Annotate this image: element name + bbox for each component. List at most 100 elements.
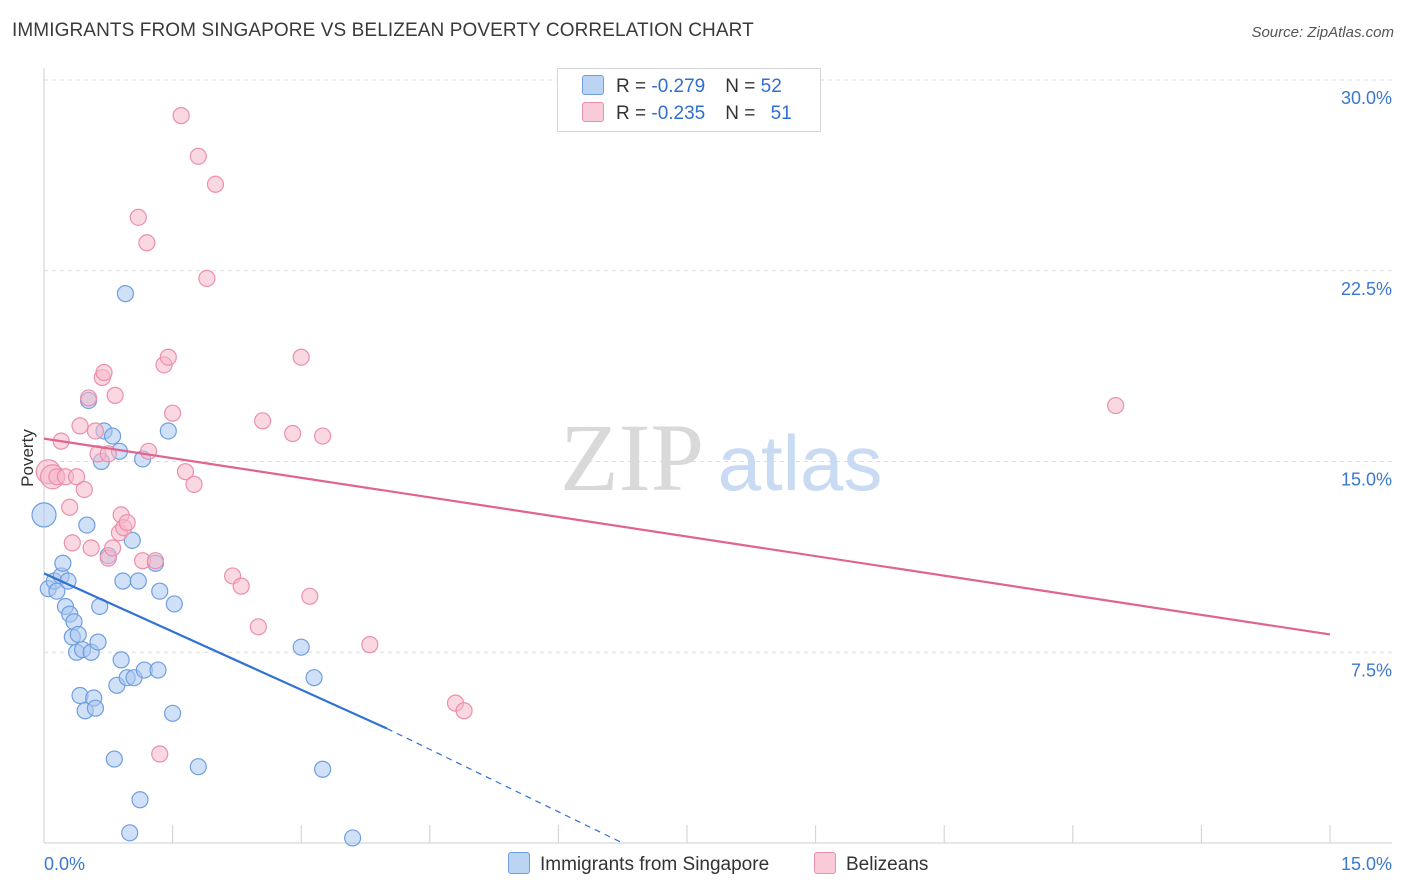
blue-point — [89, 633, 107, 651]
legend-item-belizeans: Belizeans — [814, 852, 928, 876]
watermark-zip: ZIP — [560, 404, 704, 511]
blue-point — [292, 638, 310, 656]
pink-point — [61, 498, 79, 516]
legend-label: Belizeans — [846, 854, 929, 875]
legend-label: Immigrants from Singapore — [540, 854, 770, 875]
pink-point — [71, 417, 89, 435]
tick-labels: 7.5% 15.0% 22.5% 30.0% 0.0% 15.0% — [44, 88, 1392, 874]
pink-point — [106, 386, 124, 404]
x-tick-label: 0.0% — [44, 854, 85, 874]
pink-swatch — [582, 102, 604, 122]
legend-item-singapore: Immigrants from Singapore — [508, 852, 769, 876]
blue-point — [116, 285, 135, 303]
pink-point — [189, 147, 207, 165]
blue-point — [121, 824, 139, 842]
r-label: R = — [616, 103, 652, 124]
pink-point — [254, 412, 272, 430]
pink-point — [292, 348, 310, 366]
n-value: 52 — [760, 76, 782, 97]
blue-point — [151, 582, 169, 600]
pink-point — [129, 208, 147, 226]
x-tick-label: 15.0% — [1341, 854, 1392, 874]
pink-point — [361, 636, 379, 654]
pink-point — [67, 468, 86, 486]
n-value: 51 — [770, 103, 792, 124]
watermark-atlas: atlas — [718, 419, 883, 507]
blue-point — [305, 669, 323, 687]
watermark: ZIP atlas — [560, 404, 882, 511]
pink-point — [249, 618, 267, 636]
y-tick-label: 7.5% — [1351, 660, 1392, 680]
data-points — [31, 107, 1125, 847]
n-label: N = — [725, 76, 761, 97]
blue-point — [78, 516, 96, 534]
blue-swatch — [582, 75, 604, 95]
pink-point — [75, 480, 93, 499]
blue-point — [344, 829, 362, 847]
pink-point — [82, 539, 100, 557]
chart-title: IMMIGRANTS FROM SINGAPORE VS BELIZEAN PO… — [12, 20, 754, 41]
pink-point — [164, 404, 182, 422]
pink-point — [185, 475, 203, 493]
pink-trend-line — [43, 437, 1331, 636]
correlation-legend: R = -0.279 N = 52 R = -0.235 N = 51 — [557, 68, 821, 132]
pink-point — [232, 577, 250, 595]
blue-point — [114, 572, 132, 590]
pink-point — [1107, 396, 1125, 415]
source-label: Source: ZipAtlas.com — [1251, 24, 1394, 41]
pink-point — [284, 424, 302, 443]
blue-point — [165, 595, 183, 613]
pink-swatch — [814, 852, 836, 874]
blue-point — [54, 554, 72, 572]
blue-trend-line — [43, 572, 388, 730]
blue-point — [149, 661, 167, 679]
y-tick-label: 30.0% — [1341, 88, 1392, 108]
pink-point — [301, 587, 319, 605]
pink-point — [314, 427, 332, 445]
blue-point — [86, 699, 105, 717]
pink-point — [118, 513, 136, 532]
blue-point — [105, 750, 123, 768]
blue-point — [112, 651, 130, 669]
pink-point — [95, 363, 113, 382]
axes — [43, 68, 1392, 844]
blue-swatch — [508, 852, 530, 874]
blue-trend-extension — [386, 728, 623, 844]
blue-point — [103, 427, 122, 445]
r-value: -0.279 — [651, 76, 706, 97]
legend-row-pink: R = -0.235 N = 51 — [582, 102, 792, 126]
pink-point — [176, 463, 195, 481]
pink-point — [159, 348, 177, 366]
pink-point — [86, 422, 105, 440]
pink-point — [103, 539, 122, 557]
r-value: -0.235 — [651, 103, 706, 124]
blue-point — [123, 531, 141, 549]
blue-point — [164, 704, 182, 722]
grid-lines — [44, 79, 1392, 653]
pink-point — [206, 175, 225, 193]
blue-point — [314, 760, 332, 778]
legend-row-blue: R = -0.279 N = 52 — [582, 75, 782, 99]
blue-point — [31, 502, 57, 528]
blue-point — [131, 791, 149, 809]
pink-point — [455, 702, 473, 720]
y-axis-label: Poverty — [18, 429, 37, 487]
y-tick-label: 22.5% — [1341, 279, 1392, 299]
pink-point — [138, 234, 156, 252]
blue-point — [159, 422, 177, 440]
trend-lines — [43, 437, 1331, 844]
pink-point — [151, 745, 169, 763]
pink-point — [139, 442, 158, 460]
pink-point — [172, 107, 190, 125]
pink-point — [198, 269, 216, 287]
r-label: R = — [616, 76, 652, 97]
pink-point — [63, 534, 81, 552]
blue-point — [69, 625, 87, 644]
blue-point — [189, 758, 207, 776]
blue-point — [129, 572, 147, 590]
y-tick-label: 15.0% — [1341, 470, 1392, 490]
pink-point — [79, 389, 98, 407]
pink-point — [146, 552, 165, 570]
n-label: N = — [725, 103, 761, 124]
